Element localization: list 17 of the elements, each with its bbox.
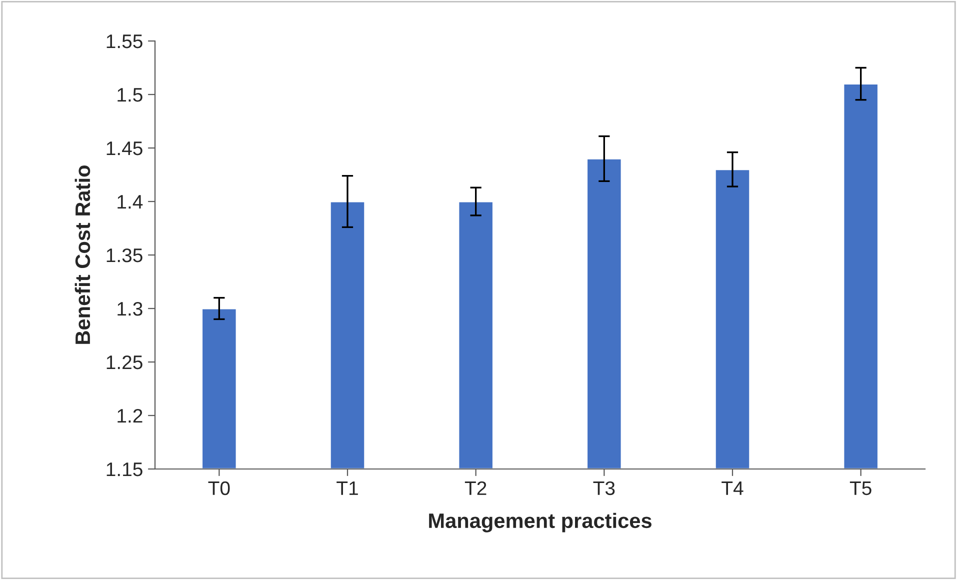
y-tick-label: 1.55	[106, 34, 142, 48]
y-tick-label: 1.2	[118, 408, 142, 423]
x-tick-label: T3	[593, 481, 615, 496]
y-tick-label: 1.25	[106, 355, 142, 370]
x-tick-label: T0	[208, 481, 230, 496]
x-tick-label: T5	[850, 482, 872, 496]
x-axis-title: Management practices	[429, 512, 652, 532]
x-tick-label: T2	[464, 481, 486, 495]
x-tick-label: T4	[722, 482, 744, 495]
y-tick-label: 1.5	[118, 88, 142, 102]
y-tick-label: 1.45	[106, 142, 142, 156]
y-tick-label: 1.35	[106, 248, 142, 262]
y-axis-title: Benefit Cost Ratio	[74, 166, 90, 344]
y-tick-label: 1.15	[106, 462, 142, 476]
y-tick-label: 1.4	[118, 195, 143, 209]
y-tick-label: 1.3	[118, 302, 142, 316]
x-tick-label: T1	[336, 482, 358, 495]
